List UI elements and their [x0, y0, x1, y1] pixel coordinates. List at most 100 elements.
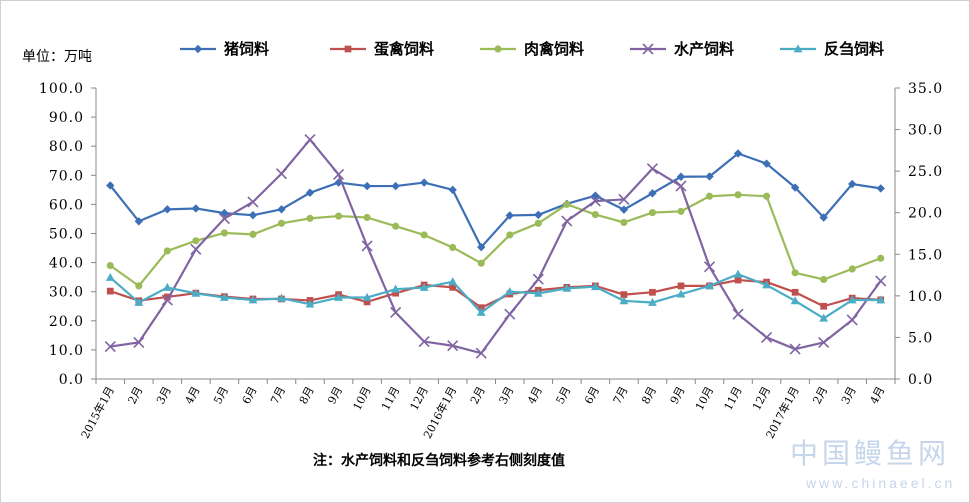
data-point [449, 243, 457, 252]
data-point [646, 163, 659, 175]
data-point [104, 341, 116, 353]
data-point [332, 168, 345, 181]
data-point [705, 192, 714, 200]
data-point [532, 273, 544, 285]
legend-label: 水产饲料 [674, 40, 734, 58]
data-point [494, 45, 502, 53]
data-point [477, 242, 486, 252]
data-point [591, 211, 599, 219]
data-point [419, 178, 429, 187]
data-point [418, 336, 430, 348]
data-point [305, 188, 315, 197]
left-tick-label: 0.0 [59, 372, 84, 388]
right-tick-label: 15.0 [908, 247, 943, 263]
data-point [505, 211, 514, 220]
data-point [762, 280, 771, 289]
data-point [533, 288, 543, 297]
left-tick-label: 70.0 [49, 168, 84, 184]
left-tick-label: 60.0 [49, 197, 84, 213]
data-point [846, 314, 858, 326]
data-point [848, 265, 856, 273]
data-point [590, 282, 600, 291]
data-point [134, 217, 144, 226]
data-point [334, 292, 343, 301]
data-point [477, 304, 485, 312]
data-point [648, 208, 657, 217]
data-point [247, 196, 259, 208]
data-point [649, 288, 656, 296]
data-point [275, 168, 288, 180]
data-point [390, 306, 402, 319]
unit-label: 单位：万吨 [22, 48, 92, 64]
data-point [277, 205, 286, 214]
legend-item: 反刍饲料 [780, 40, 884, 58]
data-point [163, 205, 172, 214]
data-point [391, 284, 401, 293]
data-point [362, 292, 372, 301]
data-point [790, 183, 800, 192]
left-tick-label: 50.0 [49, 227, 84, 243]
data-point [648, 297, 657, 306]
data-point [134, 297, 144, 306]
data-point [820, 275, 828, 284]
data-point [105, 272, 115, 281]
legend-label: 反刍饲料 [824, 40, 884, 58]
data-point [761, 331, 773, 343]
chart-note: 注：水产饲料和反刍饲料参考右侧刻度值 [313, 452, 565, 468]
watermark-text: 中国鳗鱼网 [790, 437, 950, 470]
data-point [448, 277, 458, 286]
data-point [306, 214, 314, 222]
data-point [733, 269, 743, 278]
right-tick-label: 5.0 [908, 330, 933, 346]
data-point [734, 276, 742, 284]
data-point [344, 45, 352, 53]
data-point [362, 181, 372, 191]
data-point [476, 307, 486, 316]
data-point [392, 222, 400, 230]
data-point [506, 231, 514, 239]
legend-item: 水产饲料 [630, 40, 734, 58]
data-point [447, 340, 459, 352]
left-tick-label: 100.0 [39, 81, 84, 97]
data-point [563, 200, 571, 208]
data-point [562, 283, 572, 292]
legend-label: 肉禽饲料 [524, 40, 584, 58]
data-point [305, 299, 315, 308]
data-point [334, 212, 343, 220]
data-point [642, 43, 654, 55]
data-point [677, 282, 685, 290]
data-point [163, 293, 171, 301]
right-tick-label: 25.0 [908, 164, 943, 180]
data-point [248, 295, 258, 304]
data-point [220, 208, 229, 218]
right-tick-label: 0.0 [908, 372, 933, 388]
data-point [277, 293, 286, 302]
data-point [106, 261, 114, 270]
data-point [793, 44, 803, 53]
left-y-ticks: 0.0 10.0 20.0 30.0 40.0 50.0 60.0 70.0 80.0 90.0 1… [39, 81, 96, 388]
data-point [589, 195, 601, 207]
data-point [449, 283, 457, 291]
data-point [677, 207, 685, 215]
data-point [676, 289, 686, 298]
left-tick-label: 30.0 [49, 285, 84, 301]
series-line [109, 152, 881, 249]
data-point [732, 308, 744, 320]
series [106, 191, 885, 290]
data-point [193, 44, 203, 54]
right-tick-label: 35.0 [908, 81, 943, 97]
right-tick-label: 20.0 [908, 206, 943, 222]
data-point [248, 210, 258, 220]
legend-item: 肉禽饲料 [480, 40, 584, 58]
series-group [104, 133, 887, 359]
right-y-ticks: 0.0 5.0 10.0 15.0 20.0 25.0 30.0 35.0 [895, 81, 943, 388]
data-point [448, 185, 457, 195]
data-point [133, 336, 145, 348]
data-point [504, 308, 516, 320]
data-point [618, 193, 630, 205]
right-tick-label: 30.0 [908, 123, 943, 139]
watermark-url: www.chinaeel.cn [805, 475, 955, 491]
data-point [534, 219, 542, 227]
data-point [819, 313, 829, 322]
data-point [648, 189, 657, 198]
